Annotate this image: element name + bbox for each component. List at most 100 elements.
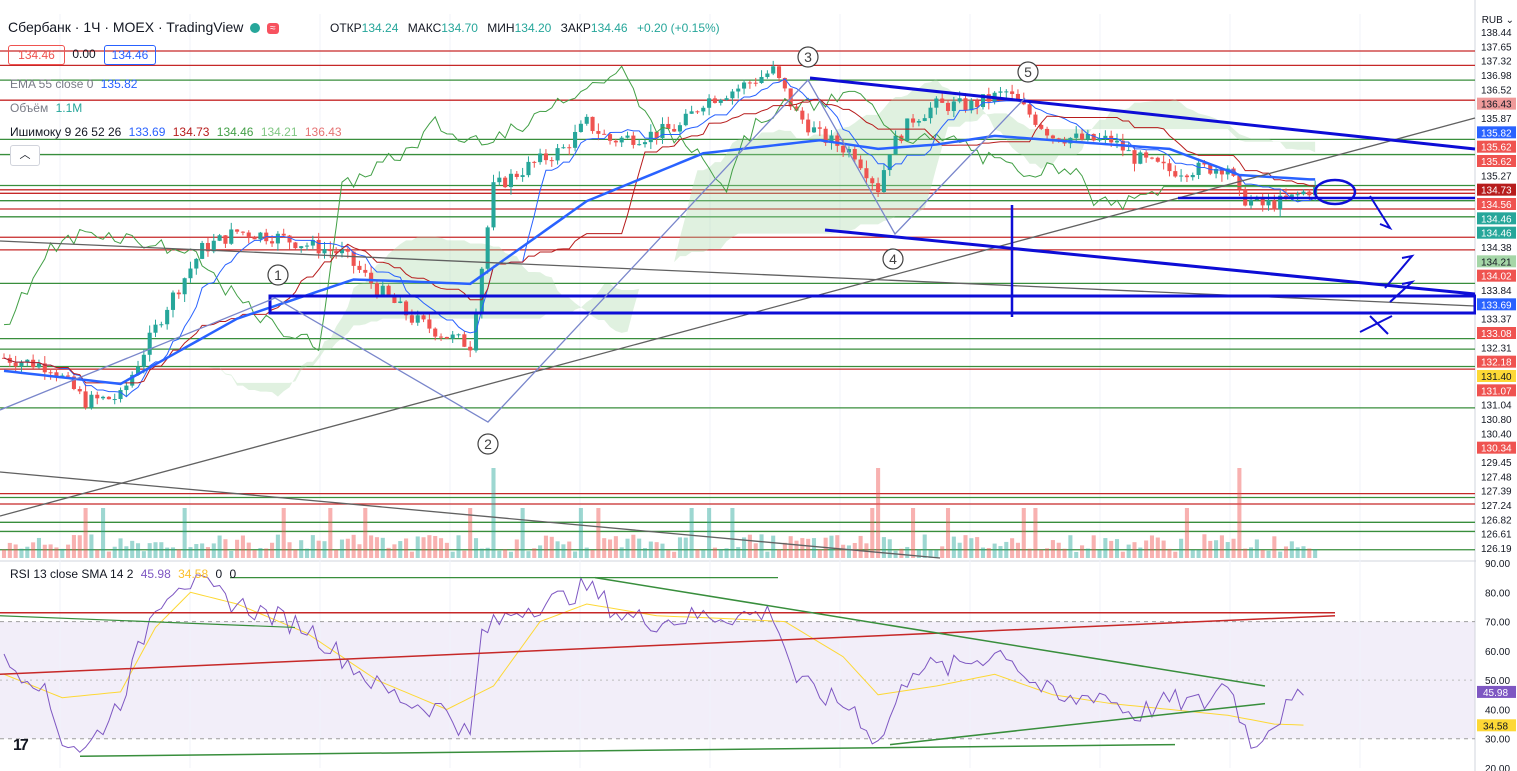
candle-body — [246, 232, 251, 238]
price-tick-label: 126.82 — [1481, 515, 1512, 526]
volume-bar — [141, 551, 146, 558]
volume-bar — [36, 537, 42, 558]
volume-bar — [345, 538, 350, 558]
rsi-last-label: 34.58 — [1483, 721, 1508, 732]
volume-bar — [1033, 508, 1038, 558]
volume-bar — [188, 547, 193, 558]
candle-body — [1219, 168, 1224, 175]
rsi-pane[interactable] — [0, 574, 1475, 758]
tradingview-logo[interactable]: 17 — [13, 737, 29, 754]
ichimoku-legend[interactable]: Ишимоку 9 26 52 26 133.69 134.73 134.46 … — [10, 125, 342, 139]
user-drawings[interactable]: 1 2 3 4 5 — [0, 46, 1477, 559]
candle-body — [281, 233, 286, 236]
volume-bar — [31, 542, 36, 558]
volume-bar — [567, 541, 572, 558]
candle-body — [561, 147, 566, 149]
candle-body — [1248, 199, 1254, 206]
wave-label-circle — [797, 46, 819, 68]
candle-body — [957, 98, 962, 102]
volume-bar — [240, 535, 245, 558]
price-tick-label: 131.04 — [1481, 401, 1512, 412]
volume-bar — [130, 540, 135, 558]
candle-body — [1301, 191, 1306, 195]
volume-bar — [905, 546, 910, 558]
candle-body — [141, 354, 146, 367]
volume-bar — [363, 508, 368, 558]
volume-bar — [7, 542, 12, 558]
candle-body — [153, 324, 158, 333]
volume-bar — [1196, 549, 1201, 558]
candle-body — [118, 390, 123, 400]
volume-bar — [1045, 548, 1050, 558]
candle-body — [421, 315, 426, 320]
buy-price-button[interactable]: 134.46 — [104, 45, 156, 65]
volume-bar — [404, 538, 409, 558]
ema-value: 135.82 — [100, 77, 138, 91]
horizontal-levels[interactable] — [0, 50, 1475, 551]
cross-mark — [1359, 315, 1393, 333]
rsi-legend[interactable]: RSI 13 close SMA 14 2 45.98 34.58 0 0 — [10, 567, 236, 581]
candle-body — [1097, 138, 1102, 141]
candle-body — [1278, 195, 1283, 210]
rsi-tick-label: 80.00 — [1485, 588, 1510, 599]
volume-bar — [596, 508, 601, 558]
volume-bar — [398, 541, 403, 558]
price-tick-label: 135.62 — [1481, 157, 1512, 168]
volume-bar — [479, 548, 484, 558]
volume-bar — [707, 508, 712, 558]
candle-body — [491, 182, 496, 228]
wave-icon[interactable]: ≈ — [267, 22, 279, 34]
candle-body — [205, 242, 210, 252]
volume-bar — [881, 537, 886, 558]
cloud-area — [4, 78, 1316, 397]
volume-bar — [270, 542, 275, 558]
price-tick-label: 135.87 — [1481, 114, 1512, 125]
volume-bar — [1015, 542, 1020, 558]
candle-body — [89, 394, 94, 408]
rsi-support-green — [79, 743, 1176, 758]
ichimoku-cloud — [4, 78, 1316, 397]
volume-bar — [951, 536, 956, 558]
candle-body — [858, 159, 863, 169]
candle-body — [25, 359, 30, 363]
volume-bar — [1254, 539, 1259, 558]
candle-body — [1190, 175, 1195, 178]
ema-legend[interactable]: EMA 55 close 0 135.82 — [10, 77, 137, 91]
volume-bar — [747, 534, 752, 558]
volume-bar — [928, 550, 933, 558]
rsi-left-green — [0, 615, 296, 629]
price-tick-label: 132.31 — [1481, 343, 1512, 354]
candle-body — [905, 118, 910, 142]
candle-body — [800, 110, 805, 120]
volume-bar — [986, 547, 991, 558]
volume-bar — [835, 535, 840, 558]
price-axis[interactable]: 138.44 137.65 137.32 136.98 136.52 136.43 135.… — [1476, 0, 1517, 771]
wave-label: 3 — [804, 49, 812, 65]
volume-bar — [176, 549, 181, 558]
sell-price-button[interactable]: 134.46 — [8, 45, 65, 65]
volume-bar — [246, 542, 251, 558]
volume-legend[interactable]: Объём 1.1M — [10, 101, 82, 115]
volume-bar — [899, 548, 904, 558]
candle-body — [747, 82, 752, 84]
volume-bar — [439, 538, 444, 558]
candle-body — [66, 375, 71, 377]
volume-bar — [1161, 540, 1166, 558]
volume-bar — [1272, 536, 1277, 558]
volume-bar — [252, 550, 257, 558]
volume-bar — [712, 547, 717, 558]
candle-body — [135, 366, 141, 375]
volume-bar — [911, 508, 916, 558]
volume-bar — [660, 543, 665, 558]
volume-bar — [304, 548, 310, 558]
volume-bar — [992, 543, 997, 558]
candle-body — [1138, 152, 1143, 164]
currency-selector[interactable]: RUB ⌄ — [1482, 15, 1514, 26]
candle-body — [1039, 124, 1044, 129]
price-tick-label: 134.02 — [1481, 272, 1512, 283]
volume-bar — [1179, 538, 1184, 558]
candle-body — [188, 268, 193, 279]
price-tag-bg — [1477, 97, 1516, 110]
collapse-legend-button[interactable]: ︿ — [10, 145, 40, 166]
